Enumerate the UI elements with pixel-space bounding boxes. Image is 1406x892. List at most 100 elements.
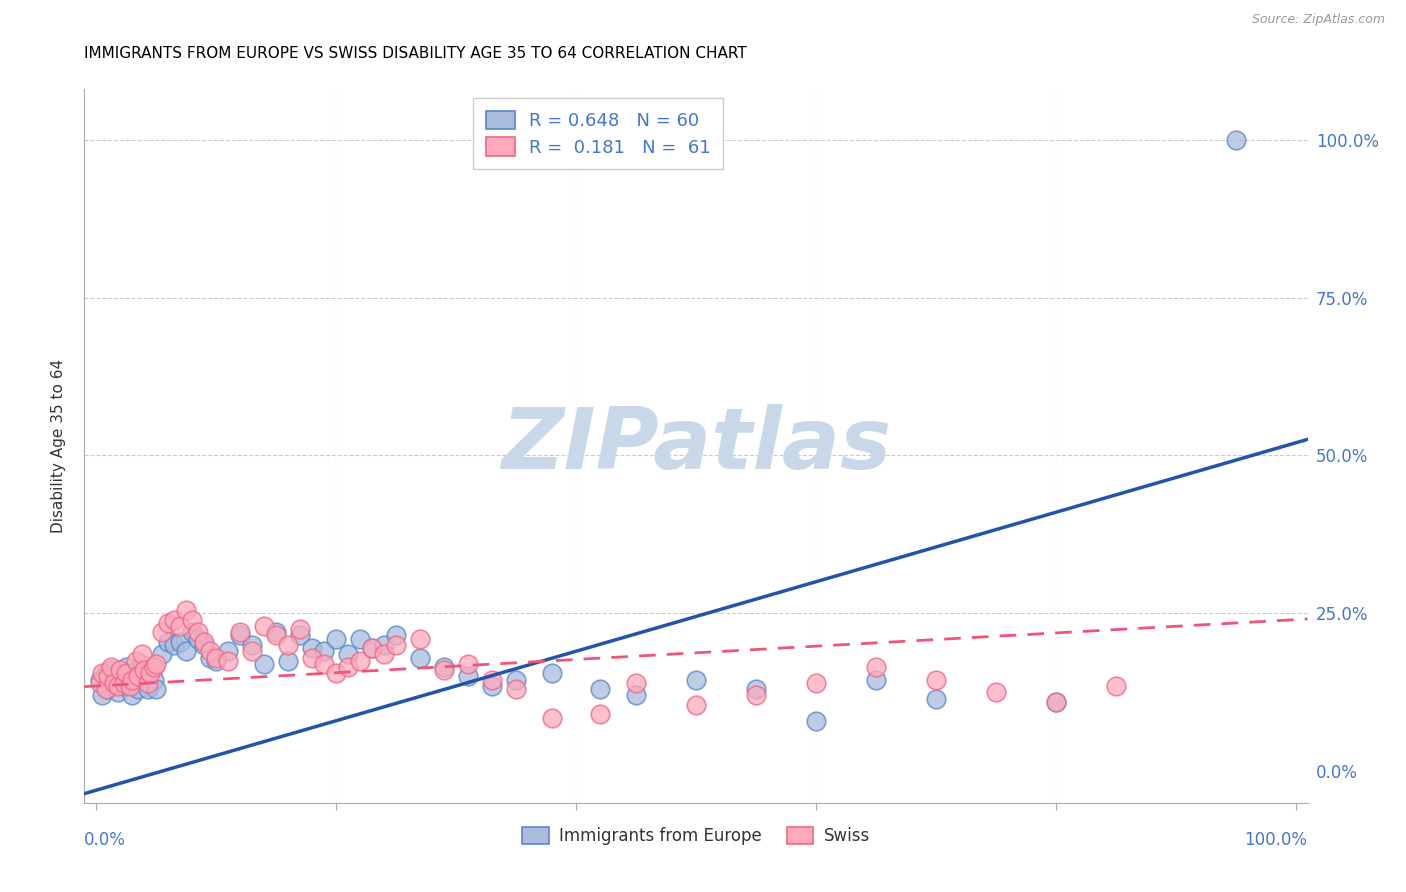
Point (163, 613, 186, 627)
Point (107, 685, 129, 699)
Point (290, 628, 312, 642)
Point (157, 615, 180, 630)
Point (89, 675, 111, 690)
Point (685, 698, 707, 712)
Point (139, 663, 162, 677)
Point (110, 663, 132, 677)
Point (240, 638, 263, 652)
Point (181, 625, 204, 640)
Point (136, 675, 159, 690)
Point (97, 682, 120, 697)
Text: 100.0%: 100.0% (1244, 831, 1308, 849)
Point (121, 689, 143, 703)
Point (145, 657, 167, 671)
Point (142, 673, 165, 687)
Point (505, 682, 527, 697)
Point (125, 654, 148, 668)
Point (91, 666, 114, 681)
Point (157, 634, 180, 648)
Point (134, 673, 156, 687)
Point (125, 666, 148, 681)
Point (217, 644, 239, 658)
Point (107, 679, 129, 693)
Point (131, 648, 153, 662)
Point (325, 666, 347, 681)
Point (181, 613, 204, 627)
Point (433, 660, 456, 674)
Point (112, 675, 135, 690)
Point (804, 675, 827, 690)
Point (745, 689, 768, 703)
Point (169, 634, 191, 648)
Point (865, 660, 887, 674)
Point (142, 660, 165, 674)
Point (314, 657, 336, 671)
Point (409, 650, 432, 665)
Point (229, 628, 252, 642)
Point (174, 644, 197, 658)
Point (589, 707, 612, 722)
Point (373, 638, 395, 652)
Point (624, 689, 647, 703)
Point (337, 660, 360, 674)
Point (337, 648, 360, 662)
Point (187, 632, 209, 646)
Point (373, 648, 395, 662)
Point (505, 673, 527, 687)
Point (385, 628, 408, 642)
Point (589, 682, 612, 697)
Point (253, 657, 276, 671)
Point (200, 644, 222, 658)
Point (1105, 679, 1128, 693)
Point (349, 654, 371, 668)
Point (361, 641, 384, 656)
Point (100, 660, 122, 674)
Point (103, 675, 125, 690)
Point (127, 669, 149, 683)
Point (163, 638, 186, 652)
Point (193, 634, 215, 648)
Point (277, 638, 299, 652)
Point (290, 622, 312, 636)
Point (97, 669, 120, 683)
Point (745, 682, 768, 697)
Point (240, 644, 263, 658)
Point (112, 679, 135, 693)
Y-axis label: Disability Age 35 to 64: Disability Age 35 to 64 (51, 359, 66, 533)
Point (301, 650, 323, 665)
Point (481, 673, 503, 687)
Point (115, 660, 138, 674)
Point (925, 691, 948, 706)
Text: IMMIGRANTS FROM EUROPE VS SWISS DISABILITY AGE 35 TO 64 CORRELATION CHART: IMMIGRANTS FROM EUROPE VS SWISS DISABILI… (84, 45, 747, 61)
Point (409, 632, 432, 646)
Point (174, 603, 197, 617)
Point (541, 666, 564, 681)
Point (136, 682, 159, 697)
Point (115, 666, 138, 681)
Point (134, 663, 156, 677)
Point (200, 650, 222, 665)
Point (118, 679, 141, 693)
Point (804, 714, 827, 728)
Legend: Immigrants from Europe, Swiss: Immigrants from Europe, Swiss (516, 820, 876, 852)
Point (139, 666, 162, 681)
Point (325, 632, 347, 646)
Point (264, 625, 287, 640)
Point (118, 675, 141, 690)
Point (349, 632, 371, 646)
Point (253, 619, 276, 633)
Point (127, 682, 149, 697)
Point (385, 638, 408, 652)
Point (205, 654, 228, 668)
Point (187, 625, 209, 640)
Point (103, 673, 125, 687)
Point (925, 673, 948, 687)
Point (229, 625, 252, 640)
Text: Source: ZipAtlas.com: Source: ZipAtlas.com (1251, 13, 1385, 27)
Point (131, 657, 153, 671)
Point (457, 669, 479, 683)
Point (121, 673, 143, 687)
Point (91, 689, 114, 703)
Text: ZIPatlas: ZIPatlas (501, 404, 891, 488)
Text: 0.0%: 0.0% (84, 831, 127, 849)
